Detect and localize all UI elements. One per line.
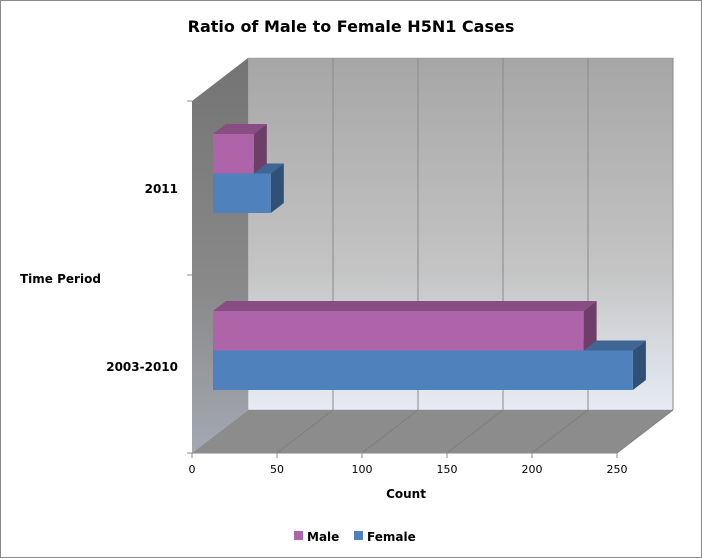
bar-front-face [213, 311, 584, 351]
floor-gridline [361, 409, 419, 454]
x-axis-title: Count [386, 487, 426, 501]
x-tick-label: 0 [189, 463, 196, 476]
bar-top-face [213, 124, 267, 134]
legend-label-male: Male [307, 530, 339, 544]
bar-front-face [213, 173, 271, 213]
x-tick-label: 150 [437, 463, 458, 476]
legend-swatch-male [294, 531, 303, 540]
y-tick-label: 2011 [145, 182, 178, 196]
bar-side-face [583, 301, 597, 351]
bar-side-face [270, 163, 284, 213]
floor-gridline [446, 409, 504, 454]
floor-gridline [276, 409, 334, 454]
bar-front-face [213, 134, 254, 174]
bar-male [213, 301, 597, 351]
bar-front-face [213, 350, 633, 390]
floor-gridline [531, 409, 589, 454]
x-tick-label: 200 [522, 463, 543, 476]
x-tick-label: 50 [270, 463, 284, 476]
bar-side-face [253, 124, 267, 174]
bar-side-face [632, 340, 646, 390]
floor-gridline [616, 409, 674, 454]
legend: Male Female [294, 530, 416, 544]
bar-top-face [213, 301, 597, 311]
chart-title: Ratio of Male to Female H5N1 Cases [188, 17, 515, 36]
bar-male [213, 124, 267, 174]
legend-label-female: Female [367, 530, 416, 544]
y-tick-label: 2003-2010 [106, 360, 178, 374]
y-axis-title: Time Period [20, 272, 101, 286]
left-wall [192, 58, 248, 453]
floor [192, 410, 673, 453]
x-tick-label: 250 [607, 463, 628, 476]
legend-swatch-female [354, 531, 363, 540]
x-tick-label: 100 [352, 463, 373, 476]
